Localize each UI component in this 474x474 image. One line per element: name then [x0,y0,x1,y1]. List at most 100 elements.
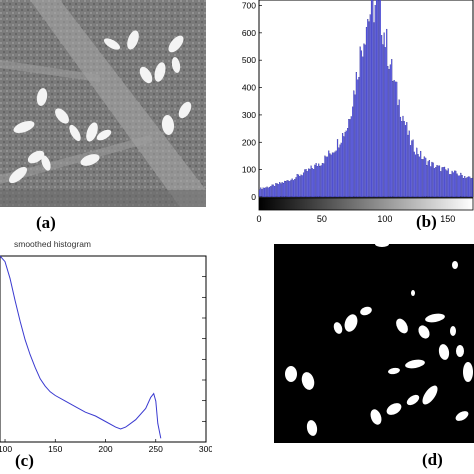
y-tick-label: 100 [242,165,256,175]
histogram-bar [360,50,363,198]
line-y-ticks [202,276,206,422]
histogram-bar [382,44,384,198]
histogram-bar [331,152,334,198]
histogram-bar [271,184,273,198]
histogram-bar [387,66,389,198]
histogram-bar [392,81,394,198]
histogram-bar [295,177,297,198]
histogram-bar [394,81,397,198]
histogram-bar [282,182,284,198]
histogram-bar [377,0,379,198]
histogram-bar [268,186,271,198]
histogram-bar [421,159,423,198]
histogram-bar [412,139,414,198]
histogram-bar [386,28,388,198]
histogram-bar [265,187,267,198]
histogram-bar [432,162,434,198]
histogram-bar [352,106,354,198]
histogram-bar [462,177,464,198]
histogram-bar [391,59,393,198]
histogram-bar [446,170,448,198]
leaf-vein-main [30,0,206,207]
histogram-bar [284,180,286,198]
y-tick-label: 200 [242,137,256,147]
histogram-bar [307,168,310,198]
histogram-bar [319,165,321,198]
histogram-bar [388,69,390,198]
histogram-bar [348,119,350,198]
histogram-bar [291,178,293,198]
histogram-bar [368,21,370,198]
histogram-bar [353,90,355,198]
histogram-bar [464,176,466,198]
panel-d-label: (d) [422,450,443,469]
histogram-bar [358,77,360,198]
histogram-bar [407,134,409,198]
histogram-bar [428,160,431,198]
x-tick-label: 250 [149,444,163,454]
histogram-bar [335,150,337,198]
histogram-bar [375,0,378,198]
panel-a-label: (a) [36,213,56,232]
histogram-bar [292,180,295,198]
histogram-bar [370,0,373,198]
histogram-bar [417,154,419,198]
histogram-bar [289,181,291,198]
histogram-bar [350,116,352,198]
leaf-photo [0,0,206,207]
y-tick-label: 400 [242,83,256,93]
smoothed-histogram-chart: smoothed histogram 100 150 200 250 300 [0,239,212,454]
histogram-bar [347,128,349,198]
histogram-bar [459,175,461,198]
histogram-bar [299,176,301,198]
histogram-bar [296,173,298,198]
histogram-bar [426,165,428,198]
histogram-bar [313,169,315,198]
histogram-bar [435,167,437,198]
leaf-bottom-shade [0,190,206,207]
histogram-bar [263,187,266,198]
x-tick-label: 100 [0,444,12,454]
histogram-bar [457,175,459,198]
histogram-bar [413,151,415,198]
insects [8,30,192,184]
histogram-bar [408,130,410,198]
histogram-bar [276,183,278,198]
histogram-bar [471,177,473,198]
line-plot-area [0,255,207,443]
histogram-bar [315,163,317,198]
histogram-bar [393,79,395,198]
histogram-bar [325,156,327,198]
histogram-bar [275,183,277,198]
histogram-bar [404,125,407,198]
histogram-bar [267,187,269,198]
histogram-bar [452,172,454,198]
panel-c-label: (c) [15,451,34,470]
histogram-bar [277,184,279,198]
histogram-bar [320,165,322,198]
histogram-bar [438,165,441,198]
histogram-bar [318,163,320,198]
histogram-bar [403,121,405,198]
histogram-bar [330,154,332,198]
x-tick-label: 50 [317,214,327,224]
x-tick-label: 300 [199,444,212,454]
histogram-bar [466,177,468,198]
histogram-bar [329,153,331,198]
leaf-vein-lower [0,135,152,184]
histogram-bar [383,32,385,198]
histogram-bar [287,180,290,198]
histogram-bar [321,163,324,198]
histogram-bar [372,0,374,198]
histogram-bar [442,167,444,198]
histogram-bar [440,171,442,198]
histogram-bar [300,174,302,198]
histogram-bar [260,187,262,198]
histogram-bar [384,47,386,198]
histogram-x-ticks: 0 50 100 150 [256,214,455,224]
histogram-bar [316,166,318,198]
histogram-bar [409,145,412,198]
histogram-bar [397,105,399,198]
histogram-bar [451,170,453,198]
histogram-bar [373,22,375,198]
